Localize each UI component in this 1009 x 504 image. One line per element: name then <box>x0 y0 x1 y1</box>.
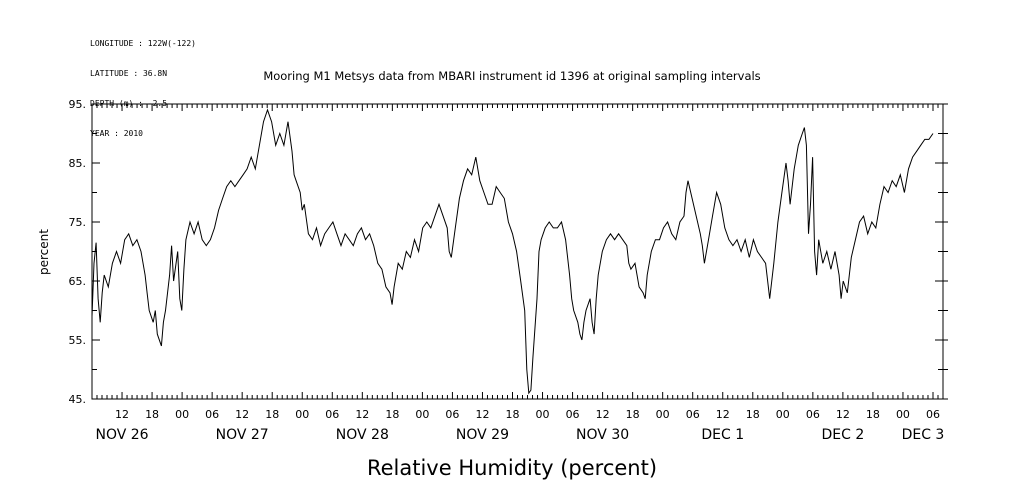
x-hour-tick-label: 18 <box>505 408 519 421</box>
plot-frame <box>91 103 944 400</box>
axis-ticks <box>91 103 948 400</box>
axis-labels: 12 18 00 06 12 18 00 06 12 18 00 06 12 18 00 06 12 18 00 06… <box>69 98 945 443</box>
x-hour-tick-label: 06 <box>325 408 339 421</box>
y-tick-label: 45. <box>69 393 87 406</box>
x-hour-tick-label: 12 <box>716 408 730 421</box>
x-hour-tick-label: 00 <box>776 408 790 421</box>
x-day-label: NOV 28 <box>336 427 389 443</box>
x-hour-tick-label: 00 <box>896 408 910 421</box>
y-tick-label: 55. <box>69 334 87 347</box>
x-day-label: DEC 2 <box>821 427 864 443</box>
x-hour-tick-label: 18 <box>746 408 760 421</box>
x-hour-tick-label: 18 <box>385 408 399 421</box>
x-day-label: DEC 3 <box>902 427 945 443</box>
x-axis-label: Relative Humidity (percent) <box>367 456 657 480</box>
y-tick-label: 65. <box>69 275 87 288</box>
x-hour-tick-label: 18 <box>145 408 159 421</box>
y-tick-label: 85. <box>69 157 87 170</box>
x-hour-tick-label: 06 <box>926 408 940 421</box>
x-hour-tick-label: 06 <box>806 408 820 421</box>
year-label: YEAR : 2010 <box>90 129 143 138</box>
x-day-label: NOV 29 <box>456 427 509 443</box>
x-hour-tick-label: 00 <box>295 408 309 421</box>
x-hour-tick-label: 18 <box>265 408 279 421</box>
x-day-label: NOV 26 <box>95 427 148 443</box>
x-hour-tick-label: 00 <box>656 408 670 421</box>
x-day-label: DEC 1 <box>701 427 744 443</box>
x-hour-tick-label: 12 <box>596 408 610 421</box>
x-hour-tick-label: 12 <box>355 408 369 421</box>
x-hour-tick-label: 12 <box>475 408 489 421</box>
y-tick-label: 95. <box>69 98 87 111</box>
y-axis-label: percent <box>37 229 51 275</box>
x-hour-tick-label: 06 <box>205 408 219 421</box>
x-hour-tick-label: 06 <box>445 408 459 421</box>
humidity-series-line <box>91 108 934 395</box>
longitude-label: LONGITUDE : 122W(-122) <box>90 39 196 48</box>
x-hour-tick-label: 12 <box>115 408 129 421</box>
x-hour-tick-label: 12 <box>235 408 249 421</box>
x-day-label: NOV 27 <box>216 427 269 443</box>
x-hour-tick-label: 12 <box>836 408 850 421</box>
x-hour-tick-label: 18 <box>866 408 880 421</box>
x-hour-tick-label: 06 <box>686 408 700 421</box>
x-hour-tick-label: 00 <box>175 408 189 421</box>
x-hour-tick-label: 06 <box>566 408 580 421</box>
x-day-label: NOV 30 <box>576 427 629 443</box>
x-hour-tick-label: 00 <box>536 408 550 421</box>
y-tick-label: 75. <box>69 216 87 229</box>
latitude-label: LATITUDE : 36.8N <box>90 69 168 78</box>
chart-title: Mooring M1 Metsys data from MBARI instru… <box>263 69 760 83</box>
x-hour-tick-label: 18 <box>626 408 640 421</box>
x-hour-tick-label: 00 <box>415 408 429 421</box>
